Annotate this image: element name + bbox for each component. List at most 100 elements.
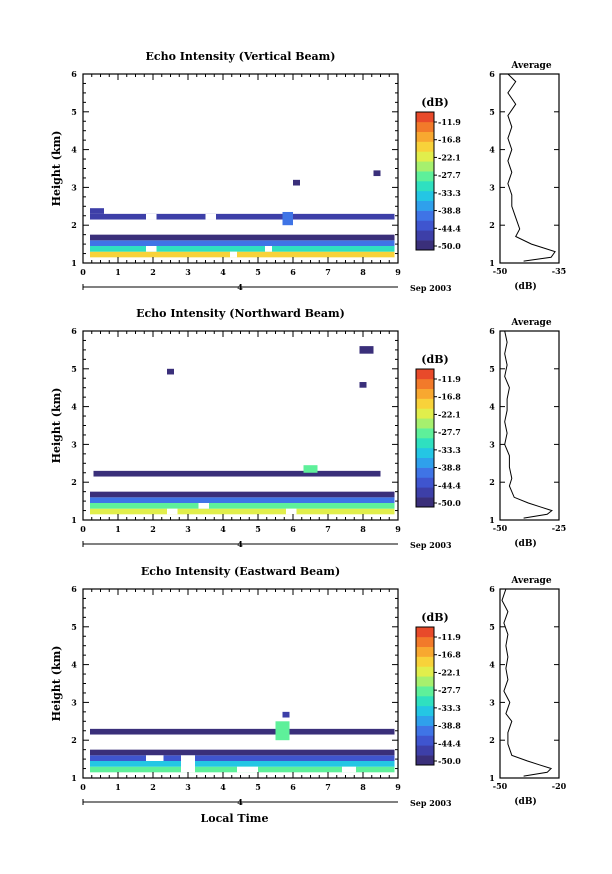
colorbar-tick-label: -44.4	[438, 223, 461, 233]
heatmap-cell	[282, 711, 290, 718]
colorbar-segment	[416, 428, 434, 439]
profile-frame	[499, 73, 560, 264]
profile-x-tick-label: -50	[493, 523, 508, 533]
y-tick-label: 4	[71, 660, 77, 670]
heatmap-gap	[146, 213, 157, 220]
heatmap-cell	[167, 368, 174, 375]
colorbar-tick-label: -11.9	[438, 632, 461, 642]
y-tick-label: 1	[71, 258, 77, 268]
profile-y-tick-label: 3	[489, 182, 495, 192]
y-tick-label: 6	[71, 584, 77, 594]
heatmap-cell	[282, 211, 293, 226]
heatmap-gap	[167, 508, 178, 515]
colorbar-segment	[416, 190, 434, 202]
x-axis-label: Local Time	[201, 812, 269, 825]
heatmap-cell	[90, 240, 395, 246]
profile-y-tick-label: 3	[489, 697, 495, 707]
x-tick-label: 9	[395, 267, 401, 277]
colorbar-tick-label: -16.8	[438, 392, 461, 402]
profile-frame	[499, 588, 560, 779]
heatmap-cell	[90, 497, 395, 503]
colorbar-segment	[416, 141, 434, 152]
profile-y-tick-label: 2	[489, 477, 495, 487]
colorbar-segment	[416, 112, 434, 123]
colorbar-segment	[416, 230, 434, 241]
y-tick-label: 1	[71, 773, 77, 783]
profile-line	[507, 73, 556, 262]
colorbar-tick-label: -16.8	[438, 650, 461, 660]
colorbar-segment	[416, 200, 434, 211]
colorbar-segment	[416, 131, 434, 142]
heatmap-cell	[90, 245, 395, 252]
y-tick-label: 3	[71, 697, 77, 707]
colorbar-segment	[416, 161, 434, 172]
profile-y-tick-label: 1	[489, 773, 495, 783]
heatmap-cell	[275, 721, 290, 741]
colorbar-tick-label: -22.1	[438, 667, 461, 677]
x-tick-label: 5	[255, 782, 261, 792]
profile-y-tick-label: 6	[489, 584, 495, 594]
heatmap-gap	[342, 766, 356, 773]
colorbar-segment	[416, 735, 434, 746]
colorbar-segment	[416, 755, 434, 766]
x-tick-label: 3	[185, 524, 191, 534]
profile-y-tick-label: 6	[489, 69, 495, 79]
colorbar-segment	[416, 240, 434, 251]
heatmap-gap	[265, 245, 272, 252]
x-tick-label: 8	[360, 267, 366, 277]
heatmap-gap	[237, 766, 258, 773]
x-tick-label: 4	[220, 782, 226, 792]
colorbar-segment	[416, 676, 434, 687]
colorbar-frame	[415, 626, 435, 766]
heatmap-cell	[293, 179, 300, 186]
vertical-beam-panel: Echo Intensity (Vertical Beam)0 1 2 3 4 5 6 7 8 9…	[50, 50, 566, 293]
colorbar-tick-label: -27.7	[438, 427, 461, 437]
y-tick-label: 2	[71, 220, 77, 230]
colorbar-segment	[416, 666, 434, 677]
x-tick-label: 4	[220, 267, 226, 277]
x-tick-label: 3	[185, 782, 191, 792]
colorbar-tick-label: -38.8	[438, 721, 461, 731]
x-tick-label: 3	[185, 267, 191, 277]
y-tick-label: 3	[71, 182, 77, 192]
colorbar-tick-label: -16.8	[438, 135, 461, 145]
profile-x-tick-label: -25	[552, 523, 566, 533]
x-tick-label: 2	[150, 524, 156, 534]
profile-x-tick-label: -50	[493, 781, 508, 791]
colorbar-tick-label: -50.0	[438, 498, 461, 508]
colorbar-segment	[416, 171, 434, 182]
x-tick-label: 9	[395, 782, 401, 792]
date-marker: 4	[237, 539, 243, 549]
colorbar-segment	[416, 696, 434, 707]
colorbar-frame	[415, 368, 435, 508]
profile-y-tick-label: 2	[489, 220, 495, 230]
chart-title: Echo Intensity (Northward Beam)	[136, 307, 345, 320]
y-tick-label: 2	[71, 735, 77, 745]
profile-line	[504, 330, 553, 519]
colorbar-segment	[416, 636, 434, 648]
colorbar-segment	[416, 487, 434, 498]
profile-x-label: (dB)	[514, 281, 536, 292]
colorbar-tick-label: -27.7	[438, 685, 461, 695]
profile-frame	[499, 330, 560, 521]
northward-beam-panel: Echo Intensity (Northward Beam)0 1 2 3 4 5 6 7 8…	[50, 307, 566, 550]
colorbar-segment	[416, 151, 434, 162]
y-tick-label: 4	[71, 402, 77, 412]
colorbar-segment	[416, 181, 434, 192]
y-tick-label: 6	[71, 69, 77, 79]
colorbar-tick-label: -33.3	[438, 703, 461, 713]
colorbar-segment	[416, 715, 434, 726]
y-tick-label: 4	[71, 145, 77, 155]
colorbar-segment	[416, 457, 434, 468]
y-tick-label: 5	[71, 107, 77, 117]
heatmap-cell	[303, 465, 318, 473]
colorbar-tick-label: -33.3	[438, 188, 461, 198]
heatmap-cell	[90, 491, 395, 498]
profile-line	[501, 588, 553, 777]
profile-y-tick-label: 4	[489, 402, 495, 412]
profile-y-tick-label: 1	[489, 515, 495, 525]
profile-title: Average	[510, 576, 551, 586]
colorbar-segment	[416, 398, 434, 409]
colorbar-tick-label: -33.3	[438, 445, 461, 455]
y-axis-label: Height (km)	[50, 388, 63, 464]
